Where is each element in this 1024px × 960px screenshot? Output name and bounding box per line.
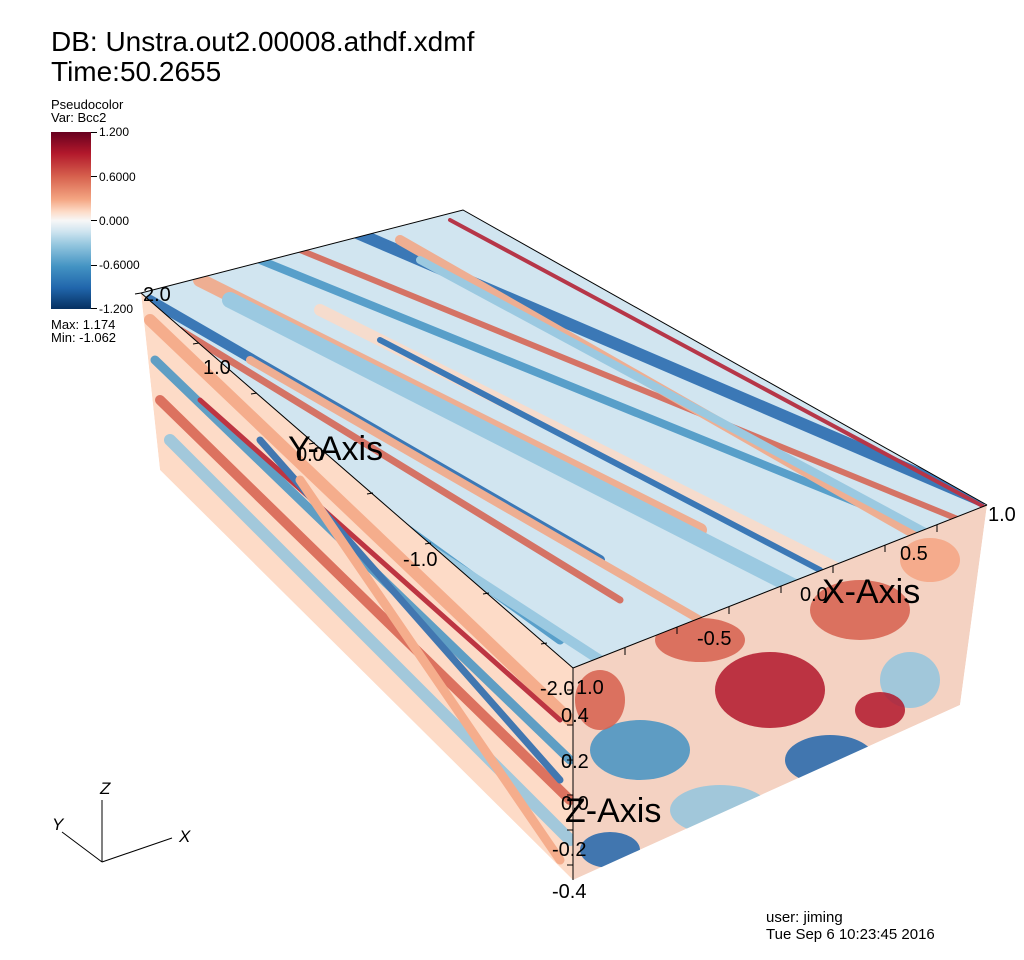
z-axis-title: Z-Axis [565, 792, 661, 830]
user-label: user: jiming [766, 909, 843, 926]
y-tick-label: -1.0 [403, 549, 437, 571]
colorbar-label: -1.200 [99, 302, 134, 316]
y-axis-title: Y-Axis [288, 430, 383, 468]
colorbar-label: 0.6000 [99, 170, 136, 184]
y-tick-label: 1.0 [203, 357, 231, 379]
triad-y-axis [61, 831, 103, 863]
x-tick-label: 0.0 [800, 584, 828, 606]
colorbar-tick [91, 265, 97, 266]
y-tick-label: -2.0 [540, 678, 574, 700]
y-tick-label: 2.0 [143, 284, 171, 306]
x-tick-label: 1.0 [988, 504, 1016, 526]
x-tick-label: -0.5 [697, 628, 731, 650]
triad-y-label: Y [52, 815, 65, 834]
triad-z-label: Z [99, 779, 111, 798]
colorbar-tick [91, 176, 97, 177]
database-title: DB: Unstra.out2.00008.athdf.xdmf [51, 26, 475, 57]
x-axis-title: X-Axis [822, 573, 920, 611]
legend-variable: Var: Bcc2 [51, 110, 107, 125]
triad-x-axis [101, 837, 173, 863]
time-label: Time:50.2655 [51, 56, 222, 87]
colorbar-label: -0.6000 [99, 258, 140, 272]
z-tick-label: 0.2 [561, 751, 589, 773]
colorbar-tick [91, 308, 97, 309]
bounding-box [140, 209, 988, 880]
colorbar [51, 132, 91, 309]
legend-title: Pseudocolor [51, 97, 124, 112]
colorbar-tick [91, 132, 97, 133]
orientation-triad: Z X Y [52, 779, 191, 863]
legend-min: Min: -1.062 [51, 330, 117, 345]
z-tick-label: -0.4 [552, 881, 586, 903]
y-tick-label: 0.0 [296, 444, 324, 466]
timestamp-label: Tue Sep 6 10:23:45 2016 [766, 926, 935, 943]
front-face [573, 505, 987, 880]
colorbar-tick [91, 220, 97, 221]
legend-max: Max: 1.174 [51, 317, 116, 332]
colorbar-label: 0.000 [99, 214, 130, 228]
z-tick-label: -0.2 [552, 839, 586, 861]
z-tick-label: 0.4 [561, 705, 589, 727]
z-tick-label: 1.0 [576, 677, 604, 699]
colorbar-label: 1.200 [99, 125, 130, 139]
axis-ticks [134, 292, 938, 866]
z-tick-label: 0.0 [561, 793, 589, 815]
left-face [141, 293, 573, 880]
triad-x-label: X [178, 827, 191, 846]
x-tick-label: 0.5 [900, 543, 928, 565]
